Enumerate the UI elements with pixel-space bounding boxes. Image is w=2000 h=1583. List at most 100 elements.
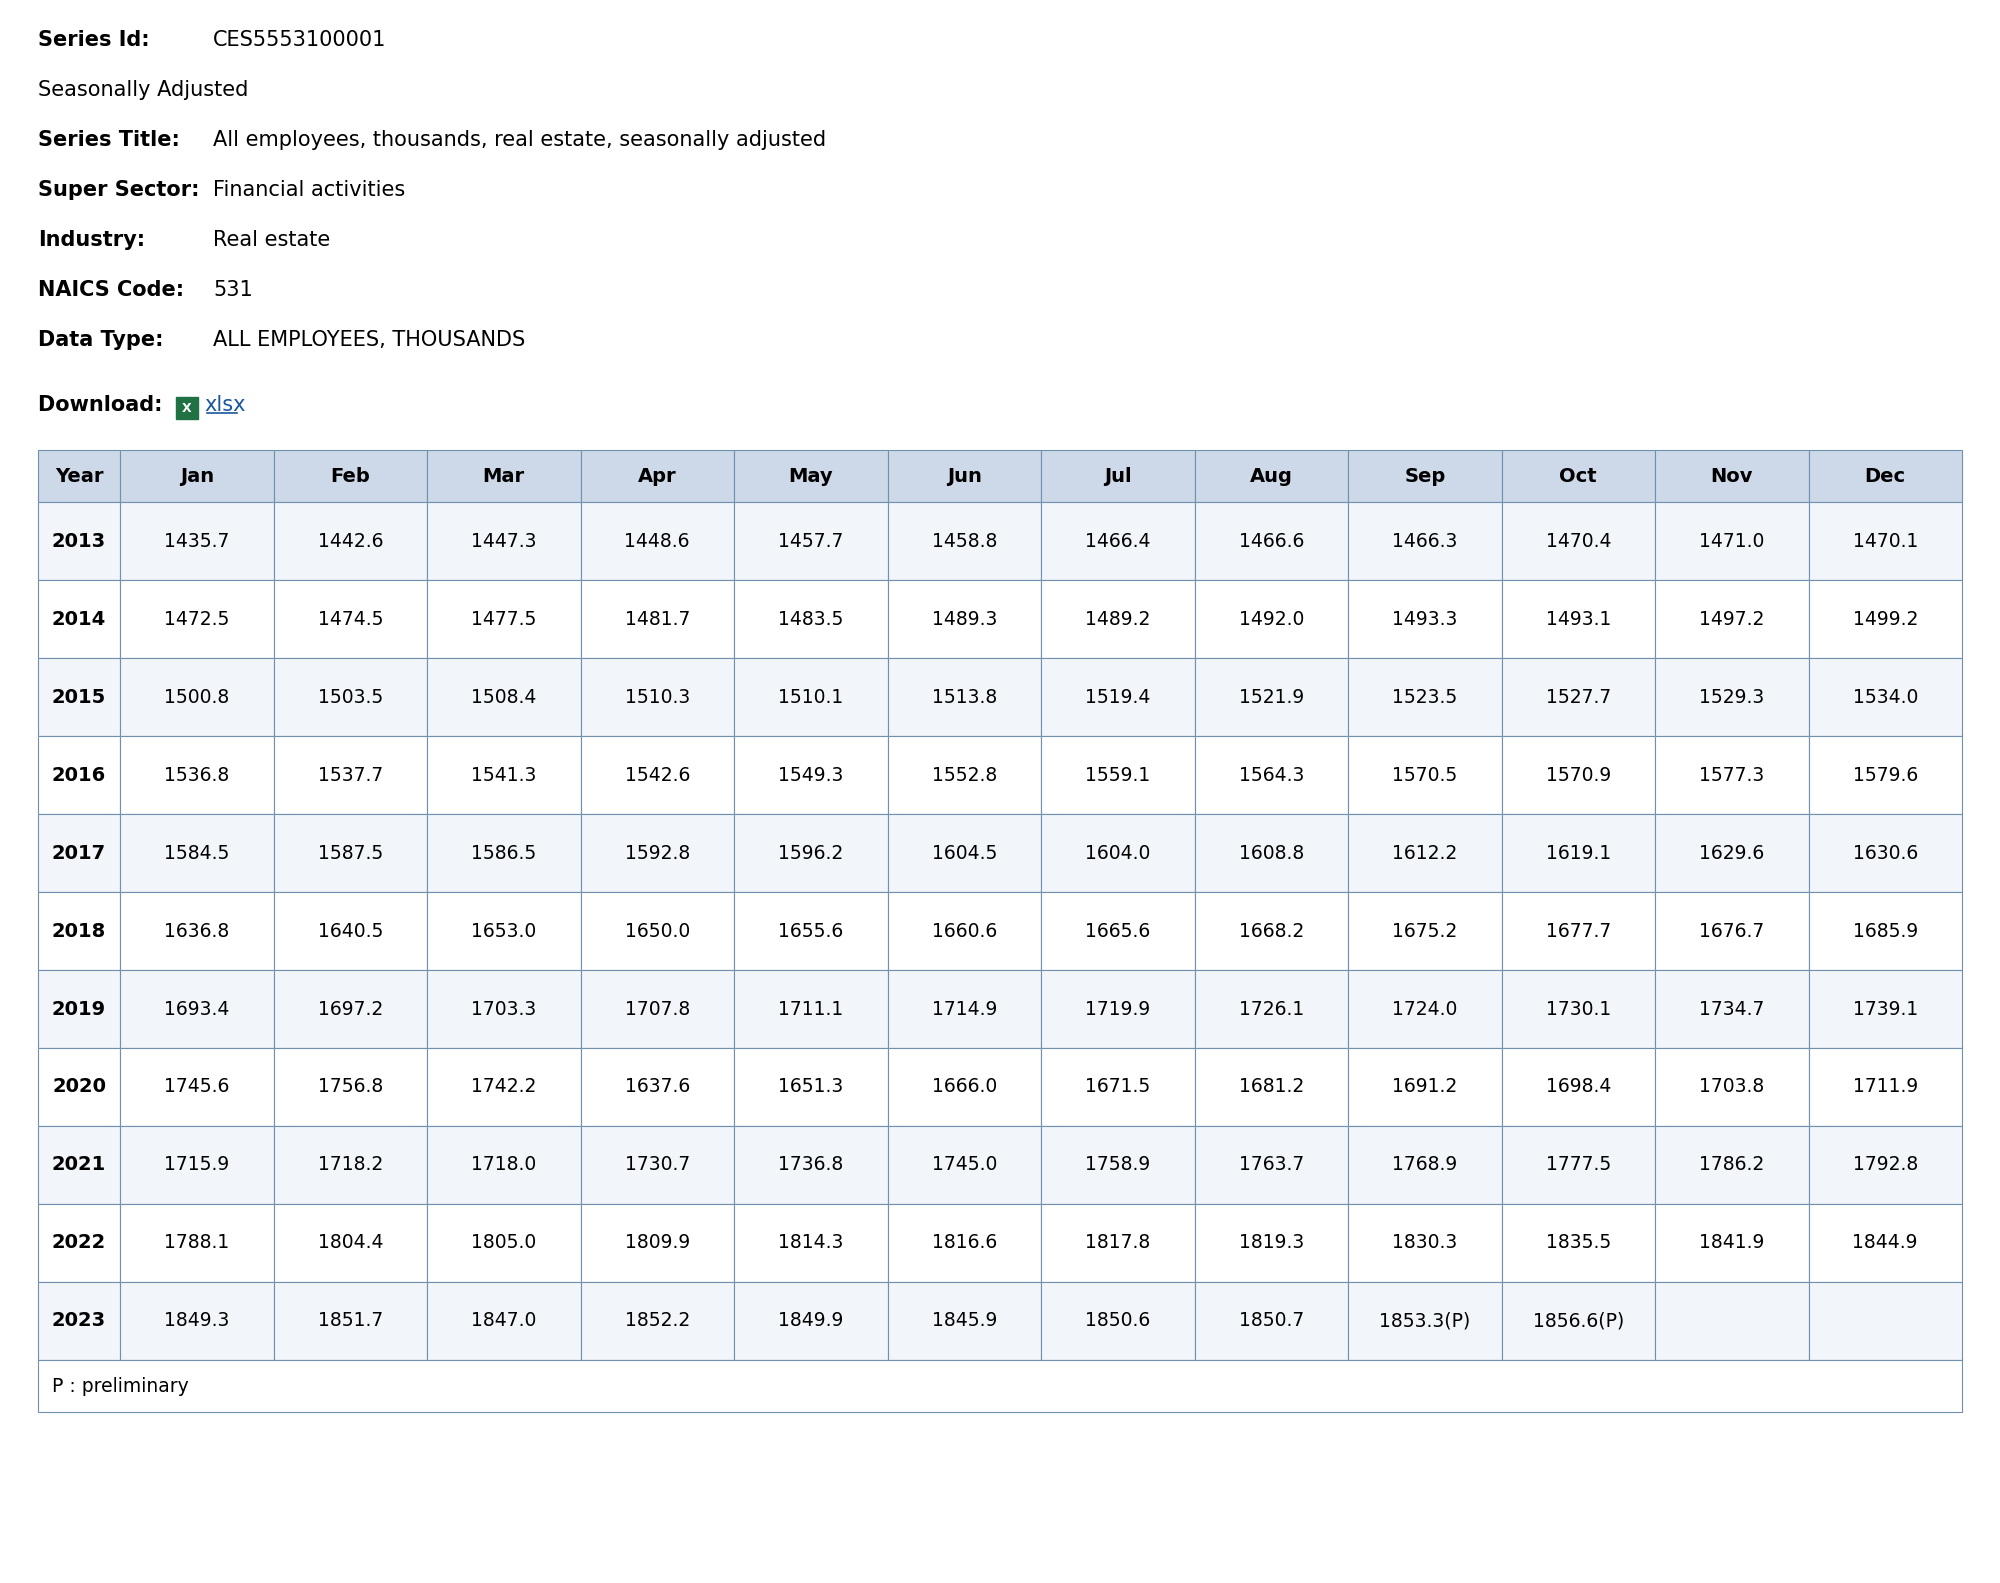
Bar <box>1502 1282 1656 1360</box>
Text: 1458.8: 1458.8 <box>932 532 996 551</box>
Text: 1792.8: 1792.8 <box>1852 1156 1918 1175</box>
Text: 1497.2: 1497.2 <box>1700 609 1764 628</box>
Bar <box>1348 450 1502 502</box>
Text: 1691.2: 1691.2 <box>1392 1078 1458 1097</box>
Text: Jun: Jun <box>946 467 982 486</box>
Text: CES5553100001: CES5553100001 <box>212 30 386 51</box>
Bar <box>1808 814 1962 891</box>
Bar <box>1808 659 1962 736</box>
Bar <box>888 502 1040 579</box>
Bar <box>1656 1205 1808 1282</box>
Bar <box>274 579 428 659</box>
Bar <box>1348 502 1502 579</box>
Text: Download:: Download: <box>38 396 170 415</box>
Bar <box>120 736 274 814</box>
Bar <box>1348 891 1502 970</box>
Text: 1570.5: 1570.5 <box>1392 766 1458 785</box>
Text: Data Type:: Data Type: <box>38 329 164 350</box>
Bar <box>580 450 734 502</box>
Text: 1447.3: 1447.3 <box>472 532 536 551</box>
Bar <box>1040 1048 1194 1126</box>
Bar <box>274 1126 428 1205</box>
Text: 1768.9: 1768.9 <box>1392 1156 1458 1175</box>
Bar <box>1040 579 1194 659</box>
Text: Jan: Jan <box>180 467 214 486</box>
Bar <box>580 1126 734 1205</box>
Bar <box>120 579 274 659</box>
Text: Super Sector:: Super Sector: <box>38 180 200 199</box>
Bar <box>1040 970 1194 1048</box>
Text: 1745.6: 1745.6 <box>164 1078 230 1097</box>
Text: Nov: Nov <box>1710 467 1752 486</box>
Text: 1477.5: 1477.5 <box>472 609 536 628</box>
Bar <box>428 659 580 736</box>
Bar <box>1502 450 1656 502</box>
Bar <box>1194 659 1348 736</box>
Text: 1852.2: 1852.2 <box>624 1311 690 1330</box>
Text: 1510.1: 1510.1 <box>778 687 844 706</box>
Text: 1489.3: 1489.3 <box>932 609 996 628</box>
Bar <box>1656 1126 1808 1205</box>
Text: Jul: Jul <box>1104 467 1132 486</box>
Bar <box>274 1048 428 1126</box>
Bar <box>1348 1205 1502 1282</box>
Bar <box>580 1205 734 1282</box>
Bar <box>734 659 888 736</box>
Text: Oct: Oct <box>1560 467 1598 486</box>
Bar <box>1808 891 1962 970</box>
Bar <box>38 970 120 1048</box>
Bar <box>120 1048 274 1126</box>
Bar <box>428 579 580 659</box>
Bar <box>428 450 580 502</box>
Text: 1534.0: 1534.0 <box>1852 687 1918 706</box>
Bar <box>1040 1282 1194 1360</box>
Bar <box>1194 450 1348 502</box>
Bar <box>1194 891 1348 970</box>
Bar <box>580 891 734 970</box>
Text: 1577.3: 1577.3 <box>1700 766 1764 785</box>
Bar <box>120 1126 274 1205</box>
Bar <box>1808 1282 1962 1360</box>
Text: xlsx: xlsx <box>204 396 246 415</box>
Bar <box>734 736 888 814</box>
Bar <box>120 1048 274 1126</box>
Bar <box>1502 1282 1656 1360</box>
Bar <box>1808 1126 1962 1205</box>
Bar <box>580 736 734 814</box>
Bar <box>1808 450 1962 502</box>
Bar <box>38 814 120 891</box>
Bar <box>888 1205 1040 1282</box>
Bar <box>1808 1048 1962 1126</box>
Text: Mar: Mar <box>482 467 524 486</box>
Bar <box>888 1048 1040 1126</box>
Bar <box>580 1282 734 1360</box>
Text: 1612.2: 1612.2 <box>1392 844 1458 863</box>
Text: 1665.6: 1665.6 <box>1086 921 1150 940</box>
Text: 1736.8: 1736.8 <box>778 1156 844 1175</box>
Text: 1470.1: 1470.1 <box>1852 532 1918 551</box>
Bar <box>120 1126 274 1205</box>
Bar <box>1656 970 1808 1048</box>
Bar <box>580 659 734 736</box>
Text: Series Id:: Series Id: <box>38 30 150 51</box>
Bar <box>1194 502 1348 579</box>
Bar <box>38 1205 120 1282</box>
Bar <box>1808 502 1962 579</box>
Bar <box>38 1126 120 1205</box>
Text: 2017: 2017 <box>52 844 106 863</box>
Text: 1666.0: 1666.0 <box>932 1078 996 1097</box>
Bar <box>1656 814 1808 891</box>
Bar <box>38 579 120 659</box>
Bar <box>274 502 428 579</box>
Bar <box>1808 736 1962 814</box>
Text: 1724.0: 1724.0 <box>1392 999 1458 1018</box>
Bar <box>734 579 888 659</box>
Text: 1786.2: 1786.2 <box>1700 1156 1764 1175</box>
Bar <box>120 970 274 1048</box>
Bar <box>38 1205 120 1282</box>
Text: 1596.2: 1596.2 <box>778 844 844 863</box>
Bar <box>428 450 580 502</box>
Text: 1584.5: 1584.5 <box>164 844 230 863</box>
Bar <box>428 814 580 891</box>
Bar <box>1656 579 1808 659</box>
